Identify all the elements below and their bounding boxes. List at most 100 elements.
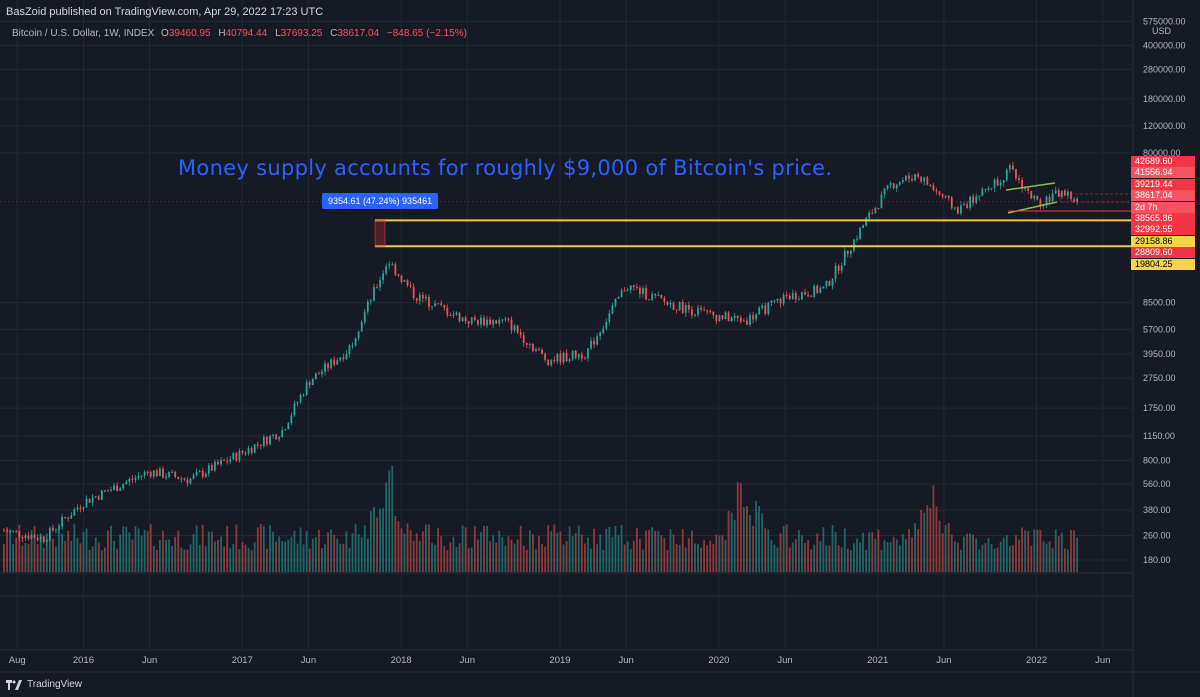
price-tag: 32992.55 [1131, 224, 1195, 236]
candle-body [498, 319, 501, 324]
volume-bar [284, 541, 287, 572]
volume-bar [238, 549, 241, 572]
candle-body [642, 288, 644, 295]
candle-body [79, 507, 82, 509]
candle-body [302, 395, 305, 397]
price-tag: 29158.86 [1131, 235, 1195, 247]
volume-bar [180, 547, 183, 572]
close-label: C [330, 28, 338, 39]
candle-body [382, 273, 385, 281]
volume-bar [354, 524, 357, 572]
volume-bar [1057, 536, 1060, 572]
volume-bar [559, 531, 562, 572]
measure-label[interactable]: 9354.61 (47.24%) 935461 [322, 193, 439, 209]
volume-bar [593, 528, 595, 572]
volume-bar [519, 525, 522, 572]
price-tag: 39219.44 [1131, 178, 1195, 190]
candle-body [1039, 199, 1042, 207]
candle-body [504, 318, 507, 320]
measure-range-box[interactable] [374, 220, 386, 247]
volume-bar [171, 546, 174, 572]
volume-bar [1021, 527, 1023, 572]
volume-bar [733, 519, 736, 572]
price-tag: 19804.25 [1131, 258, 1195, 270]
candle-body [687, 304, 690, 310]
candle-body [547, 359, 550, 366]
volume-bar [186, 549, 189, 572]
candle-body [724, 312, 727, 320]
candle-body [440, 303, 443, 305]
candle-body [308, 382, 311, 386]
footer-brand[interactable]: TradingView [6, 679, 82, 690]
candle-body [837, 265, 840, 271]
symbol-label[interactable]: Bitcoin / U.S. Dollar, 1W, INDEX [12, 28, 155, 39]
candle-body [425, 296, 427, 299]
candle-body [1070, 191, 1072, 200]
volume-bar [76, 538, 79, 572]
volume-bar [504, 545, 507, 572]
volume-bar [498, 530, 501, 572]
volume-bar [528, 530, 531, 572]
candle-body [1033, 196, 1036, 199]
candle-body [470, 317, 473, 324]
candle-body [846, 250, 849, 255]
candle-body [1002, 180, 1005, 183]
volume-bar [788, 547, 791, 572]
volume-bar [1076, 537, 1079, 572]
volume-bar [629, 549, 632, 572]
candle-body [397, 274, 400, 276]
candle-body [324, 363, 326, 372]
volume-bar [495, 542, 498, 572]
candle-body [532, 343, 534, 352]
volume-bar [476, 539, 479, 572]
volume-bar [437, 528, 440, 572]
volume-bar [100, 550, 103, 572]
candle-body [311, 379, 314, 386]
candle-body [773, 300, 776, 302]
volume-bar [645, 530, 647, 572]
change-value: −848.65 (−2.15%) [386, 28, 467, 39]
volume-bar [938, 520, 941, 572]
candle-body [1057, 190, 1060, 197]
candle-body [229, 459, 232, 462]
y-tick-label: 180000.00 [1143, 94, 1186, 104]
volume-bar [834, 532, 837, 572]
volume-bar [712, 544, 715, 572]
candle-body [926, 177, 929, 185]
volume-bar [538, 536, 540, 572]
x-tick-label: 2018 [391, 655, 412, 666]
volume-bar [406, 523, 409, 572]
volume-bar [571, 536, 574, 572]
candle-body [856, 238, 858, 240]
candle-body [269, 435, 271, 445]
candle-body [825, 281, 828, 287]
volume-bar [64, 540, 67, 572]
x-tick-label: Jun [777, 655, 792, 666]
candle-body [972, 196, 975, 203]
candle-body [626, 289, 629, 291]
volume-bar [1048, 541, 1051, 572]
volume-bar [363, 525, 366, 572]
volume-bar [868, 532, 871, 572]
candle-body [975, 196, 978, 203]
candle-body [253, 444, 256, 453]
volume-bar [755, 500, 757, 572]
volume-bar [944, 525, 947, 572]
candle-body [146, 471, 149, 473]
volume-bar [877, 529, 880, 572]
headline-annotation[interactable]: Money supply accounts for roughly $9,000… [178, 156, 833, 180]
high-value: 40794.44 [225, 28, 268, 39]
volume-bar [550, 531, 553, 572]
candle-body [192, 475, 195, 479]
channel-upper-line[interactable] [1005, 182, 1056, 191]
volume-bar [975, 538, 978, 572]
candle-body [599, 332, 602, 337]
volume-bar [220, 536, 222, 572]
x-tick-label: Jun [1095, 655, 1110, 666]
volume-bar [470, 547, 473, 572]
volume-bar [1054, 529, 1057, 572]
volume-bar [281, 541, 284, 572]
open-label: O [161, 28, 169, 39]
candle-body [987, 188, 990, 191]
